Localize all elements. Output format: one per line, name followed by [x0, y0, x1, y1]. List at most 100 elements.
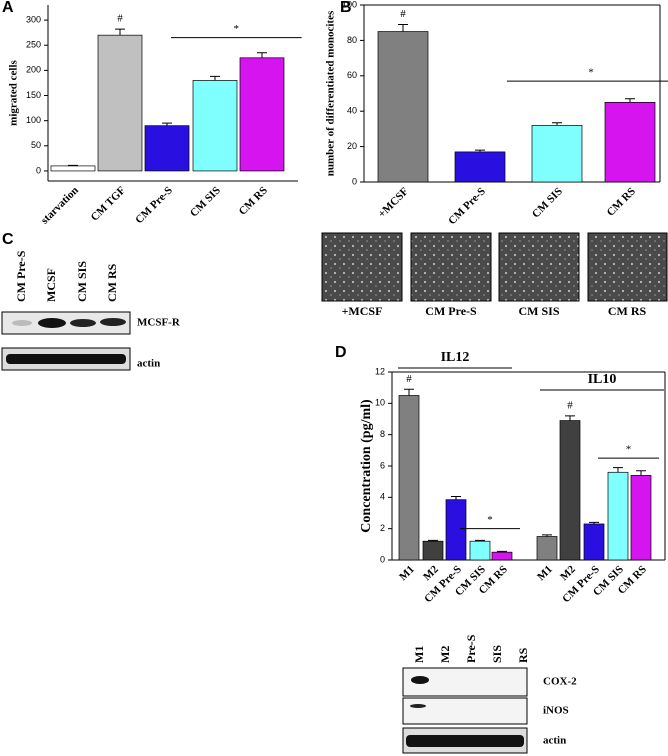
error-bar [404, 388, 414, 396]
annotation: * [234, 23, 240, 35]
y-tick-label: 80 [347, 35, 357, 45]
y-tick-label: 12 [375, 366, 385, 376]
bar [469, 540, 491, 561]
row-label: iNOS [543, 705, 569, 717]
group-label: IL10 [588, 372, 617, 387]
x-tick-label: CM Pre-S [446, 185, 488, 227]
error-bar [257, 52, 267, 58]
micrograph-images [321, 232, 668, 302]
bar [630, 475, 652, 561]
y-tick-label: 200 [26, 65, 41, 75]
annotation: * [487, 514, 493, 526]
bar [604, 101, 656, 183]
y-tick-label: 8 [380, 429, 385, 439]
bar [377, 31, 429, 183]
bar [192, 80, 238, 172]
x-tick-label: +MCSF [376, 185, 411, 220]
error-bar [451, 496, 461, 500]
x-tick-label: starvation [39, 184, 81, 226]
x-tick-label: CM RS [237, 184, 270, 217]
bar [50, 165, 96, 172]
x-tick-label: M1 [535, 563, 555, 583]
lane-label: MCSF [44, 268, 58, 302]
bar [491, 551, 513, 561]
bar [97, 34, 143, 172]
row-label: actin [137, 358, 160, 370]
x-tick-label: CM TGF [89, 184, 128, 223]
micrograph-label: +MCSF [342, 304, 383, 318]
error-bar [625, 98, 635, 103]
panel-label: D [335, 344, 347, 361]
y-tick-label: 60 [347, 70, 357, 80]
y-axis-label: number of differentiated monocites [325, 10, 337, 176]
y-tick-label: 100 [342, 0, 357, 9]
blot-d-images [402, 667, 528, 754]
annotation: # [400, 8, 406, 20]
y-tick-label: 4 [380, 492, 385, 502]
annotation: # [406, 373, 412, 385]
y-tick-label: 0 [380, 554, 385, 564]
micrograph-label: CM RS [608, 304, 647, 318]
error-bar [636, 470, 646, 476]
error-bar [542, 534, 552, 537]
x-tick-label: M2 [558, 563, 578, 583]
annotation: * [588, 67, 594, 79]
row-label: MCSF-R [137, 317, 181, 329]
lane-label: CM SIS [75, 261, 89, 302]
lane-label: M1 [412, 646, 426, 663]
error-bar [428, 539, 438, 542]
bar [239, 57, 285, 172]
error-bar [68, 164, 78, 166]
y-axis-label: migrated cells [8, 59, 20, 125]
annotation: * [626, 444, 632, 456]
lane-label: Pre-S [464, 634, 478, 663]
error-bar [552, 122, 562, 126]
x-tick-label: CM RS [605, 185, 638, 218]
y-tick-label: 50 [31, 140, 41, 150]
bar [144, 125, 190, 172]
y-tick-label: 0 [36, 165, 41, 175]
micrograph-label: CM SIS [518, 304, 559, 318]
bar [398, 395, 420, 561]
y-tick-label: 300 [26, 14, 41, 24]
y-tick-label: 10 [375, 398, 385, 408]
y-tick-label: 0 [352, 176, 357, 186]
error-bar [613, 467, 623, 473]
lane-label: SIS [490, 645, 504, 663]
x-tick-label: CM Pre-S [133, 184, 175, 226]
lane-label: RS [516, 647, 530, 663]
bar [559, 420, 581, 561]
error-bar [210, 75, 220, 81]
x-tick-label: M1 [397, 563, 417, 583]
error-bar [565, 415, 575, 421]
annotation: # [567, 399, 573, 411]
micrograph-label: CM Pre-S [425, 304, 477, 318]
bar [454, 151, 506, 183]
y-tick-label: 6 [380, 460, 385, 470]
blot-c-images [1, 311, 131, 371]
panel-label: A [2, 0, 14, 16]
row-label: COX-2 [543, 676, 577, 688]
x-tick-label: CM SIS [530, 185, 565, 220]
bar [531, 125, 583, 183]
y-tick-label: 2 [380, 523, 385, 533]
y-tick-label: 40 [347, 106, 357, 116]
error-bar [115, 28, 125, 36]
error-bar [589, 521, 599, 524]
error-bar [475, 539, 485, 542]
panel-label: C [2, 231, 14, 248]
y-tick-label: 20 [347, 141, 357, 151]
bar [583, 523, 605, 561]
y-axis-label: Concentration (pg/ml) [359, 399, 374, 533]
group-label: IL12 [441, 350, 470, 365]
error-bar [162, 122, 172, 126]
bar [422, 540, 444, 561]
bar [536, 536, 558, 561]
error-bar [398, 23, 408, 32]
y-tick-label: 100 [26, 115, 41, 125]
lane-label: CM RS [105, 263, 119, 302]
annotation: # [117, 13, 123, 25]
lane-label: M2 [438, 646, 452, 663]
bar [607, 471, 629, 561]
